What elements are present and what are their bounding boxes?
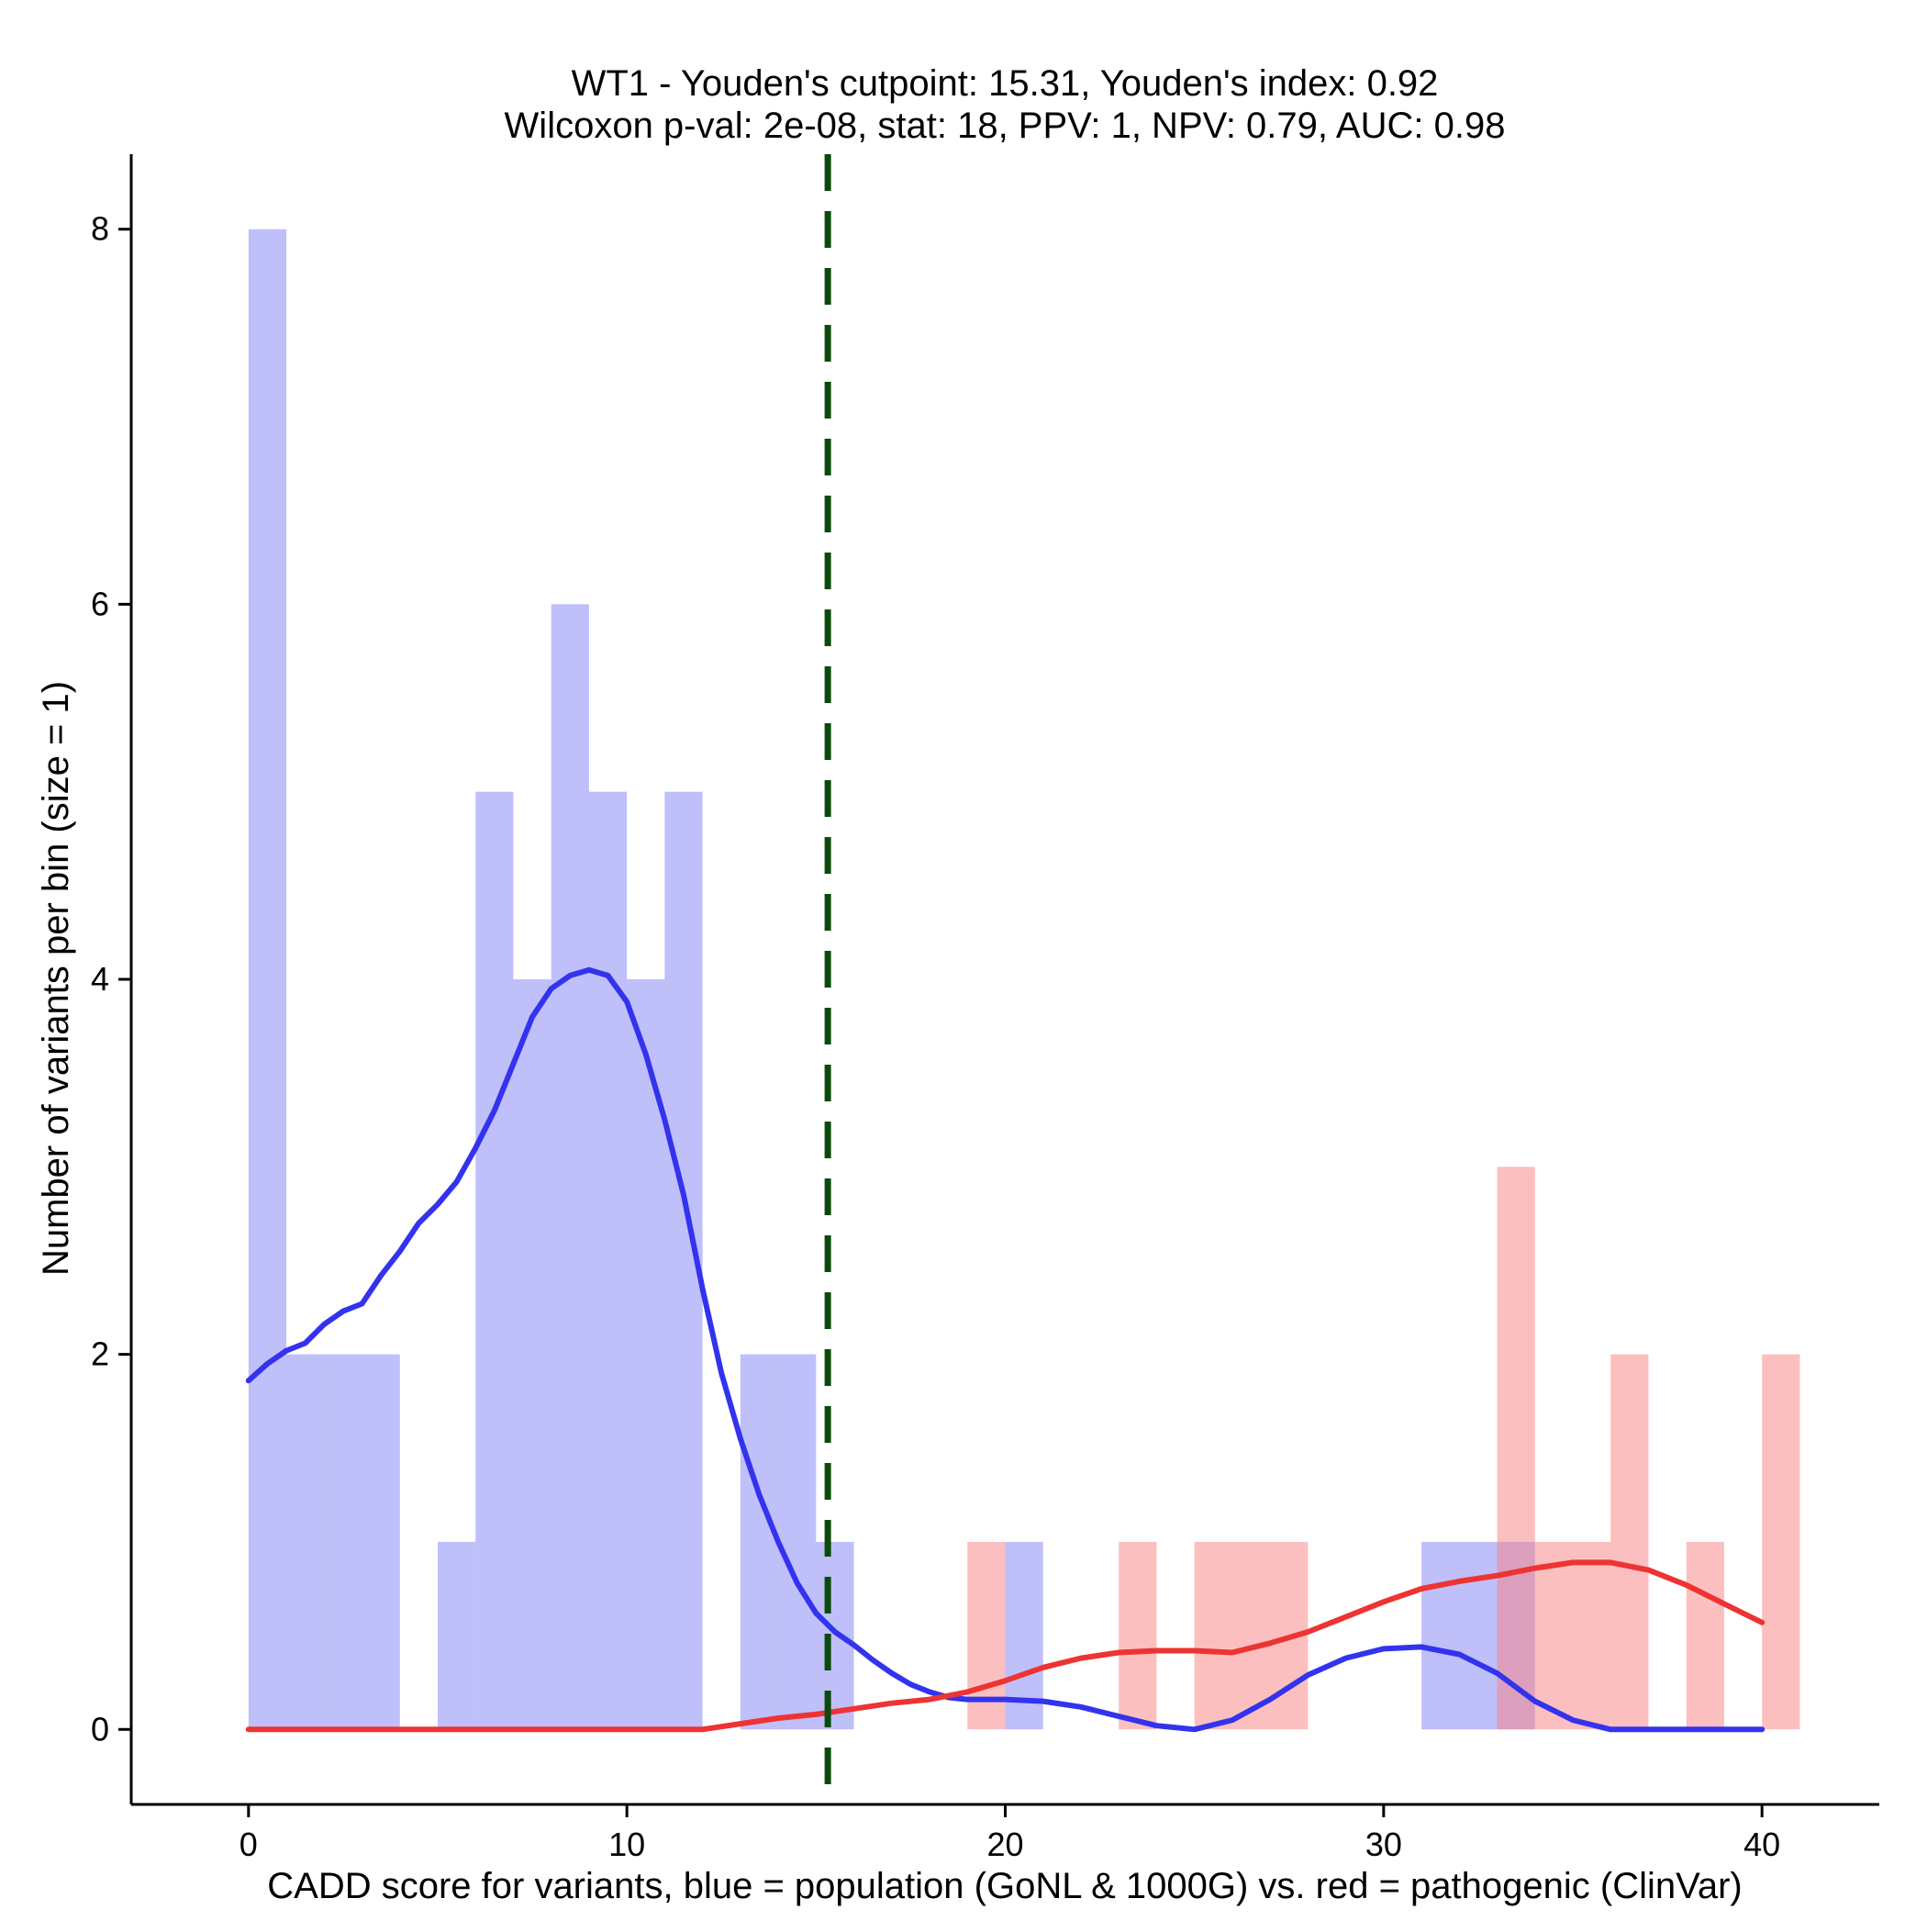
y-ticks: 0 2 4 6 8 bbox=[91, 210, 131, 1748]
pathogenic-bar bbox=[1573, 1541, 1611, 1730]
population-density-line bbox=[245, 966, 1765, 1733]
pathogenic-density-line bbox=[245, 1559, 1765, 1733]
x-tick-label: 0 bbox=[239, 1826, 258, 1863]
population-bar bbox=[1459, 1541, 1498, 1730]
population-bar bbox=[475, 791, 514, 1730]
population-bar bbox=[740, 1354, 779, 1730]
y-tick-label: 6 bbox=[91, 585, 109, 622]
population-bar bbox=[551, 604, 589, 1730]
pathogenic-bar bbox=[1762, 1354, 1800, 1730]
y-tick-label: 0 bbox=[91, 1710, 109, 1748]
population-bar bbox=[362, 1354, 400, 1730]
pathogenic-bar bbox=[1119, 1541, 1157, 1730]
population-bar bbox=[324, 1354, 362, 1730]
population-bar bbox=[778, 1354, 817, 1730]
population-bar bbox=[513, 979, 551, 1730]
population-bar bbox=[1421, 1541, 1460, 1730]
y-axis-label: Number of variants per bin (size = 1) bbox=[36, 681, 76, 1276]
y-tick-label: 2 bbox=[91, 1335, 109, 1373]
x-axis-label: CADD score for variants, blue = populati… bbox=[267, 1866, 1742, 1906]
pathogenic-bar bbox=[1231, 1541, 1271, 1730]
x-tick-label: 10 bbox=[608, 1826, 645, 1863]
population-bars bbox=[248, 229, 1535, 1730]
pathogenic-bar bbox=[1686, 1541, 1724, 1730]
population-bar bbox=[588, 791, 628, 1730]
x-tick-label: 40 bbox=[1743, 1826, 1780, 1863]
pathogenic-bar bbox=[1534, 1541, 1574, 1730]
chart-subtitle: Wilcoxon p-val: 2e-08, stat: 18, PPV: 1,… bbox=[505, 106, 1506, 146]
x-ticks: 0 10 20 30 40 bbox=[239, 1804, 1780, 1863]
density-lines bbox=[245, 966, 1765, 1733]
population-bar bbox=[248, 229, 287, 1730]
population-bar bbox=[437, 1541, 476, 1730]
x-tick-label: 20 bbox=[986, 1826, 1023, 1863]
pathogenic-bar bbox=[1610, 1354, 1649, 1730]
pathogenic-bar bbox=[1194, 1541, 1232, 1730]
chart-title: WT1 - Youden's cutpoint: 15.31, Youden's… bbox=[572, 63, 1439, 104]
y-tick-label: 8 bbox=[91, 210, 109, 248]
pathogenic-bar bbox=[1497, 1167, 1535, 1730]
pathogenic-bars bbox=[967, 1167, 1800, 1730]
y-tick-label: 4 bbox=[91, 960, 109, 998]
x-tick-label: 30 bbox=[1365, 1826, 1402, 1863]
population-bar bbox=[286, 1354, 325, 1730]
population-bar bbox=[816, 1541, 854, 1730]
